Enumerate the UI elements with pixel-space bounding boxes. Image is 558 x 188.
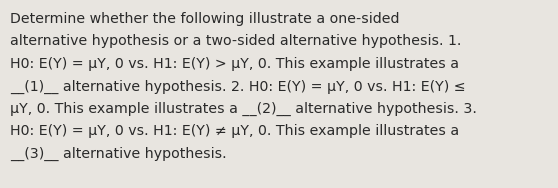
Text: __(1)__ alternative hypothesis. 2. H0: E(Y) = μY, 0 vs. H1: E(Y) ≤: __(1)__ alternative hypothesis. 2. H0: E… (10, 80, 465, 94)
Text: μY, 0. This example illustrates a __(2)__ alternative hypothesis. 3.: μY, 0. This example illustrates a __(2)_… (10, 102, 477, 116)
Text: __(3)__ alternative hypothesis.: __(3)__ alternative hypothesis. (10, 147, 227, 161)
Text: Determine whether the following illustrate a one-sided: Determine whether the following illustra… (10, 12, 400, 26)
Text: alternative hypothesis or a two-sided alternative hypothesis. 1.: alternative hypothesis or a two-sided al… (10, 35, 461, 49)
Text: H0: E(Y) = μY, 0 vs. H1: E(Y) ≠ μY, 0. This example illustrates a: H0: E(Y) = μY, 0 vs. H1: E(Y) ≠ μY, 0. T… (10, 124, 459, 139)
Text: H0: E(Y) = μY, 0 vs. H1: E(Y) > μY, 0. This example illustrates a: H0: E(Y) = μY, 0 vs. H1: E(Y) > μY, 0. T… (10, 57, 459, 71)
